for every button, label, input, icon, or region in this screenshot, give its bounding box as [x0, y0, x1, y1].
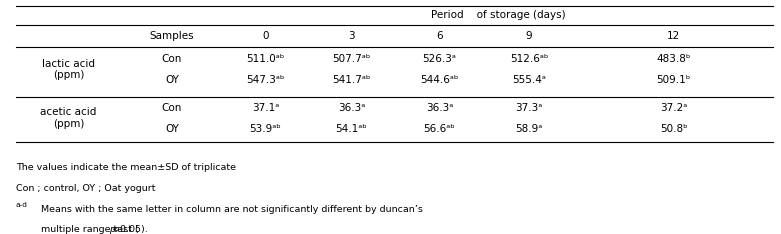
- Text: 547.3ᵃᵇ: 547.3ᵃᵇ: [246, 75, 285, 85]
- Text: 507.7ᵃᵇ: 507.7ᵃᵇ: [333, 54, 370, 64]
- Text: Con: Con: [162, 103, 182, 113]
- Text: 483.8ᵇ: 483.8ᵇ: [656, 54, 691, 64]
- Text: 37.2ᵃ: 37.2ᵃ: [660, 103, 687, 113]
- Text: 36.3ᵃ: 36.3ᵃ: [338, 103, 365, 113]
- Text: 544.6ᵃᵇ: 544.6ᵃᵇ: [420, 75, 458, 85]
- Text: 3: 3: [348, 31, 355, 40]
- Text: lactic acid
(ppm): lactic acid (ppm): [42, 59, 95, 80]
- Text: OY: OY: [165, 124, 179, 134]
- Text: a-d: a-d: [16, 202, 27, 208]
- Text: Samples: Samples: [149, 31, 194, 40]
- Text: 12: 12: [667, 31, 680, 40]
- Text: Con: Con: [162, 54, 182, 64]
- Text: 0: 0: [262, 31, 269, 40]
- Text: 526.3ᵃ: 526.3ᵃ: [423, 54, 456, 64]
- Text: 37.3ᵃ: 37.3ᵃ: [515, 103, 543, 113]
- Text: 36.3ᵃ: 36.3ᵃ: [426, 103, 453, 113]
- Text: Means with the same letter in column are not significantly different by duncan’s: Means with the same letter in column are…: [41, 205, 423, 214]
- Text: 511.0ᵃᵇ: 511.0ᵃᵇ: [247, 54, 284, 64]
- Text: multiple range test (: multiple range test (: [41, 225, 138, 234]
- Text: OY: OY: [165, 75, 179, 85]
- Text: <0.05).: <0.05).: [112, 225, 148, 234]
- Text: Con ; control, OY ; Oat yogurt: Con ; control, OY ; Oat yogurt: [16, 184, 155, 193]
- Text: 555.4ᵃ: 555.4ᵃ: [512, 75, 546, 85]
- Text: 54.1ᵃᵇ: 54.1ᵃᵇ: [336, 124, 367, 134]
- Text: 6: 6: [436, 31, 443, 40]
- Text: 50.8ᵇ: 50.8ᵇ: [660, 124, 687, 134]
- Text: 37.1ᵃ: 37.1ᵃ: [252, 103, 279, 113]
- Text: 58.9ᵃ: 58.9ᵃ: [515, 124, 543, 134]
- Text: acetic acid
(ppm): acetic acid (ppm): [40, 107, 97, 129]
- Text: 9: 9: [526, 31, 533, 40]
- Text: Period    of storage (days): Period of storage (days): [430, 10, 565, 20]
- Text: p: p: [109, 225, 115, 234]
- Text: 541.7ᵃᵇ: 541.7ᵃᵇ: [332, 75, 371, 85]
- Text: 509.1ᵇ: 509.1ᵇ: [657, 75, 690, 85]
- Text: 53.9ᵃᵇ: 53.9ᵃᵇ: [250, 124, 281, 134]
- Text: The values indicate the mean±SD of triplicate: The values indicate the mean±SD of tripl…: [16, 163, 236, 172]
- Text: 56.6ᵃᵇ: 56.6ᵃᵇ: [423, 124, 455, 134]
- Text: 512.6ᵃᵇ: 512.6ᵃᵇ: [510, 54, 548, 64]
